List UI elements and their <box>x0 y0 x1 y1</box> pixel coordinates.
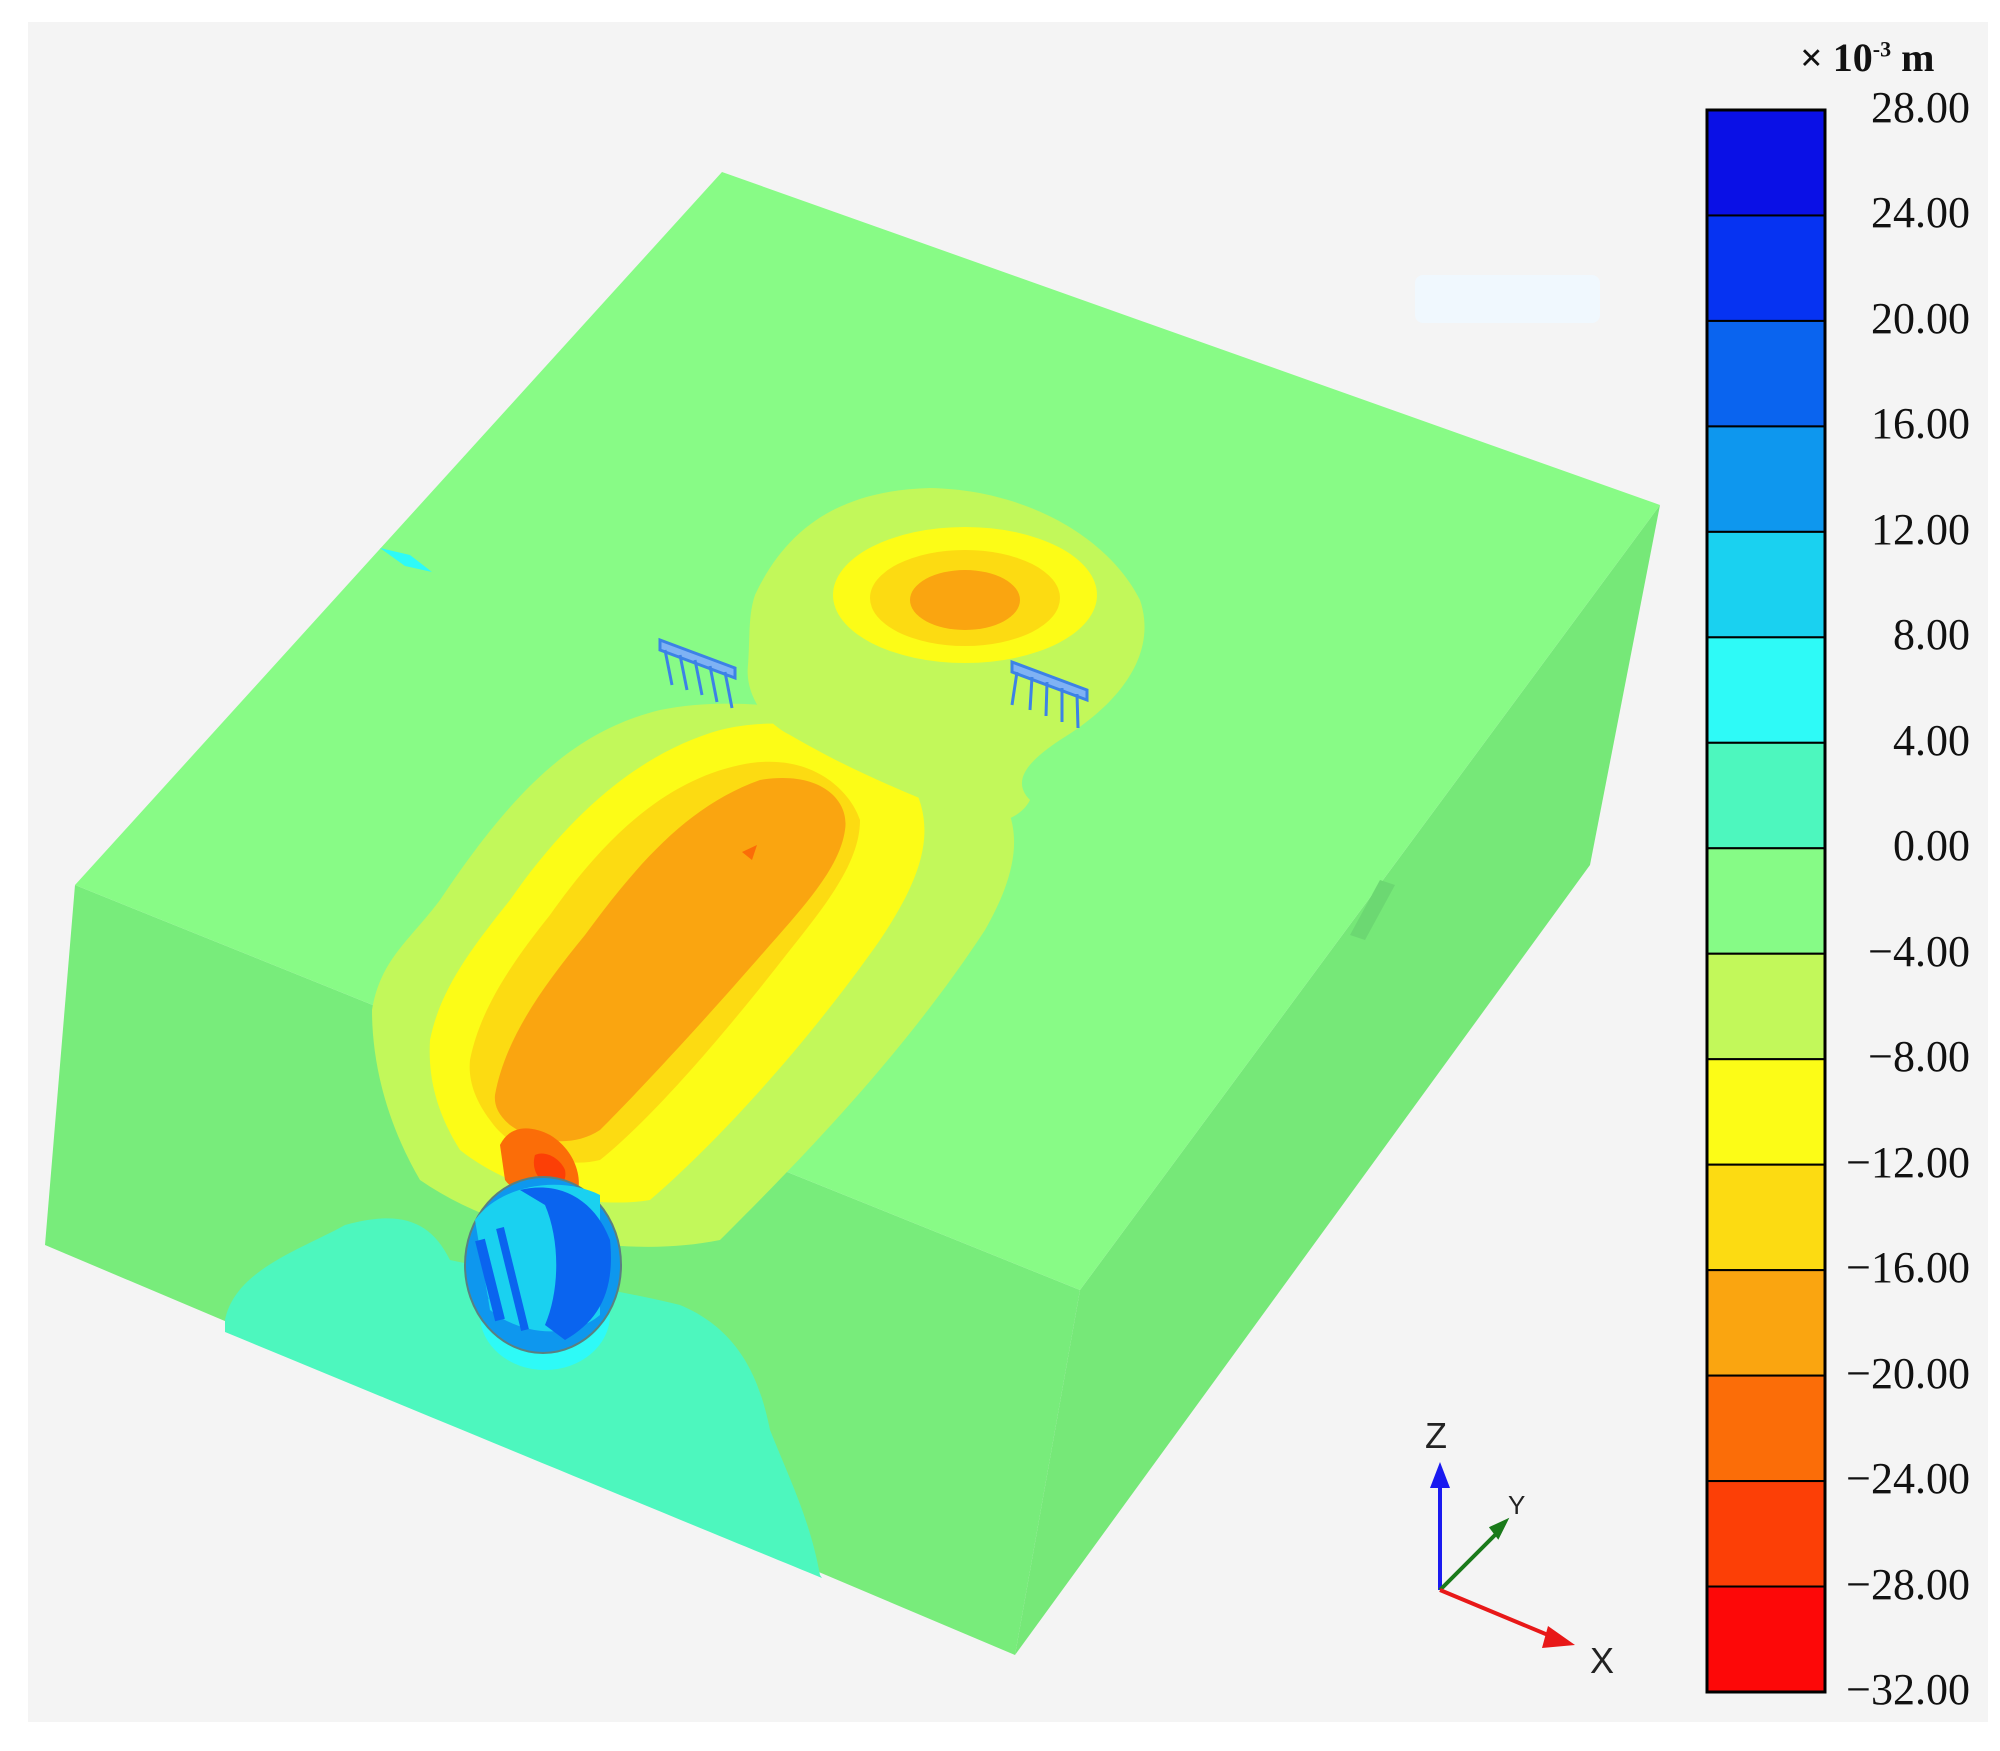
legend-swatch <box>1706 530 1826 639</box>
tunnel <box>464 1176 622 1370</box>
legend-tick-label: −32.00 <box>1846 1665 1970 1714</box>
legend-tick-label: 12.00 <box>1871 504 1970 554</box>
legend-tick-label: 24.00 <box>1871 188 1970 238</box>
pile-group-right <box>1010 659 1089 729</box>
legend-tick-label: −4.00 <box>1868 926 1970 976</box>
legend-swatch <box>1706 1585 1826 1693</box>
legend-swatch <box>1706 741 1826 850</box>
legend-swatch <box>1706 109 1826 217</box>
legend-swatch <box>1706 319 1826 428</box>
legend-tick-label: 28.00 <box>1871 83 1970 132</box>
legend-tick-label: −12.00 <box>1846 1137 1970 1187</box>
legend-tick-label: −20.00 <box>1846 1348 1970 1398</box>
legend-tick-label: −24.00 <box>1846 1454 1970 1504</box>
legend-swatch <box>1706 1058 1826 1166</box>
legend-swatch <box>1706 1480 1826 1588</box>
legend-swatch <box>1706 952 1826 1061</box>
axis-label-y: Y <box>1508 1490 1526 1520</box>
edge-artifact <box>380 548 432 572</box>
legend-tick-label: 0.00 <box>1893 821 1970 871</box>
legend-tick-label: 4.00 <box>1893 715 1970 765</box>
legend-tick-label: −28.00 <box>1846 1559 1970 1609</box>
legend-color-bar <box>1705 108 1827 1694</box>
axis-label-z: Z <box>1425 1415 1447 1456</box>
legend-swatch <box>1706 1163 1826 1272</box>
legend-frame <box>1705 108 1827 1694</box>
legend-swatch <box>1706 425 1826 533</box>
block-right-face <box>1015 505 1660 1655</box>
axis-triad <box>1430 1462 1575 1648</box>
legend-swatch <box>1706 636 1826 744</box>
legend-tick-label: 20.00 <box>1871 293 1970 343</box>
legend-swatch <box>1706 847 1826 955</box>
legend-tick-label: −16.00 <box>1846 1243 1970 1293</box>
legend-swatch <box>1706 214 1826 322</box>
front-face-low-contour <box>225 1218 822 1578</box>
legend-tick-label: 8.00 <box>1893 610 1970 660</box>
upper-bowl-contours <box>747 488 1145 823</box>
legend-swatch <box>1706 1374 1826 1483</box>
right-face-artifact <box>1350 880 1395 940</box>
legend-swatch <box>1706 1269 1826 1377</box>
faded-label <box>1415 275 1600 323</box>
pile-group-left <box>658 637 737 709</box>
legend-tick-label: −8.00 <box>1868 1032 1970 1082</box>
legend-unit: × 10-3 m <box>1800 35 1935 80</box>
axis-label-x: X <box>1590 1640 1615 1681</box>
legend-tick-label: 16.00 <box>1871 399 1970 449</box>
